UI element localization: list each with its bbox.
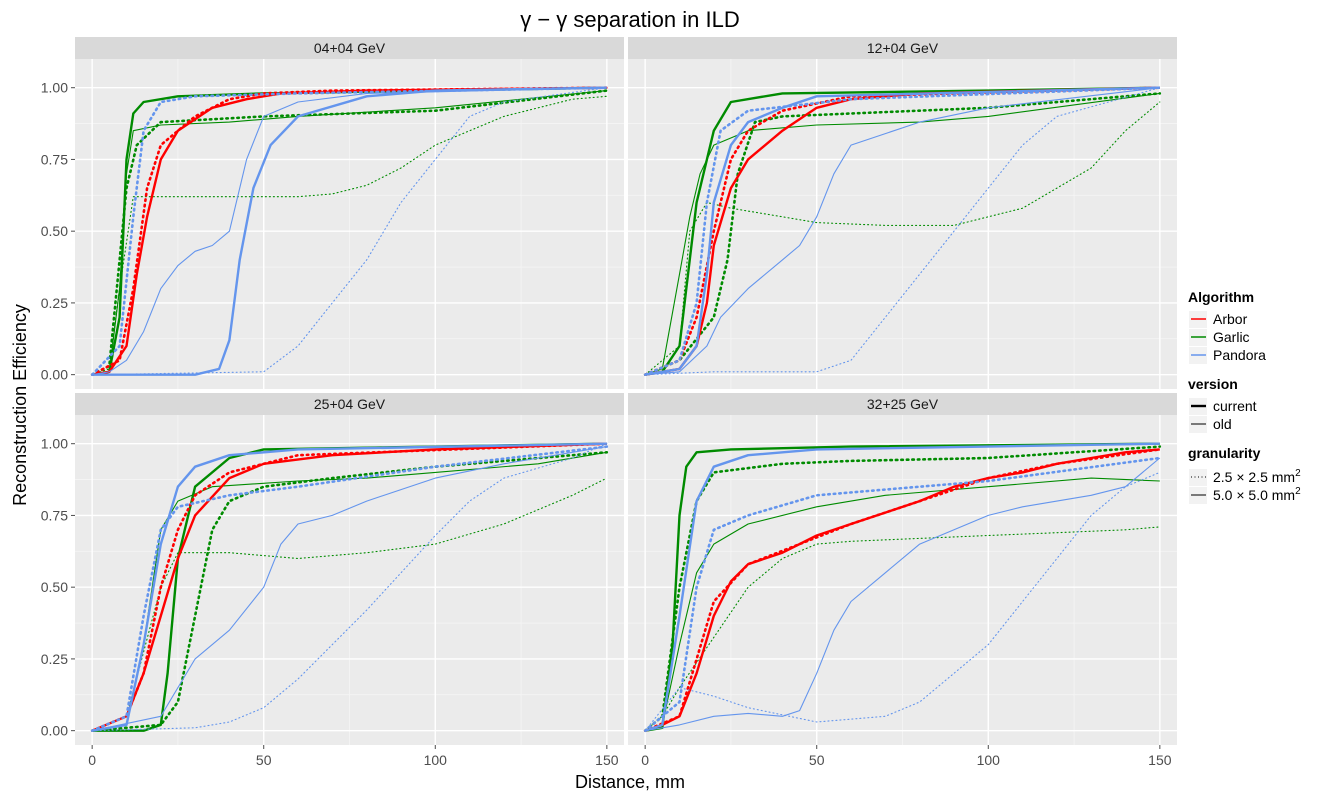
x-tick-label: 100	[424, 752, 448, 768]
series-garlic-old-25	[91, 95, 608, 376]
series-garlic-current-50	[644, 86, 1160, 376]
series-pandora-old-25	[91, 87, 608, 376]
series-garlic-current-25	[90, 89, 609, 376]
series-garlic-current-25	[90, 451, 609, 732]
panel-title: 25+04 GeV	[314, 396, 386, 412]
panel-title: 12+04 GeV	[867, 40, 939, 56]
x-tick-label: 50	[809, 752, 825, 768]
x-axis-title: Distance, mm	[575, 772, 685, 792]
series-pandora-current-50	[644, 442, 1160, 732]
panel-strip	[628, 37, 1177, 59]
y-tick-label: 1.00	[41, 436, 68, 452]
series-garlic-old-50	[645, 92, 1160, 376]
legend: Algorithm Arbor Garlic Pandora version curren…	[1188, 289, 1301, 504]
panel-1: 04+04 GeV 0.00 0.25 0.50 0.75 1.00	[41, 37, 624, 389]
legend-label-granularity-2: 5.0 × 5.0 mm2	[1213, 486, 1301, 503]
series-pandora-old-25	[644, 87, 1161, 376]
panel-3: 25+04 GeV 0.00 0.25 0.50 0.75 1.00 0 50 100 150	[41, 393, 624, 768]
panel-strip	[75, 393, 624, 415]
chart-title: γ − γ separation in ILD	[520, 7, 740, 32]
series-pandora-old-50	[92, 446, 607, 732]
y-tick-label: 0.25	[41, 651, 68, 667]
legend-title-version: version	[1188, 376, 1238, 392]
legend-label-current: current	[1213, 398, 1257, 414]
panel-2: 12+04 GeV	[628, 37, 1177, 389]
series-pandora-current-25	[90, 86, 609, 376]
legend-label-pandora: Pandora	[1213, 347, 1266, 363]
series-garlic-old-25	[644, 526, 1161, 732]
panel-strip	[628, 393, 1177, 415]
y-tick-label: 0.50	[41, 223, 68, 239]
series-arbor-current-25	[643, 448, 1162, 732]
x-tick-label: 150	[595, 752, 619, 768]
y-tick-label: 0.25	[41, 295, 68, 311]
legend-title-granularity: granularity	[1188, 445, 1261, 461]
series-pandora-current-50	[91, 442, 607, 732]
y-tick-label: 0.00	[41, 723, 68, 739]
legend-label-old: old	[1213, 416, 1232, 432]
series-arbor-current-25	[90, 86, 609, 376]
legend-label-granularity-1: 2.5 × 2.5 mm2	[1213, 468, 1301, 485]
y-tick-label: 1.00	[41, 80, 68, 96]
x-tick-label: 150	[1148, 752, 1172, 768]
panel-title: 32+25 GeV	[867, 396, 939, 412]
panels: 04+04 GeV 0.00 0.25 0.50 0.75 1.00 12+04 GeV 25…	[41, 37, 1177, 768]
legend-label-arbor: Arbor	[1213, 311, 1248, 327]
panel-4: 32+25 GeV 0 50 100 150	[628, 393, 1177, 768]
series-pandora-current-25	[90, 445, 609, 732]
y-tick-label: 0.75	[41, 151, 68, 167]
legend-title-algorithm: Algorithm	[1188, 289, 1254, 305]
y-axis-title: Reconstruction Efficiency	[10, 304, 30, 506]
series-pandora-old-50	[645, 87, 1160, 376]
legend-label-garlic: Garlic	[1213, 329, 1250, 345]
x-tick-label: 0	[641, 752, 649, 768]
x-tick-label: 0	[88, 752, 96, 768]
panel-strip	[75, 37, 624, 59]
series-garlic-old-50	[645, 477, 1160, 732]
y-tick-label: 0.00	[41, 367, 68, 383]
series-garlic-old-25	[91, 477, 608, 732]
series-pandora-old-50	[92, 87, 607, 376]
series-arbor-current-25	[90, 442, 609, 732]
series-pandora-current-50	[644, 86, 1160, 376]
series-garlic-current-25	[643, 445, 1162, 732]
series-pandora-old-50	[645, 457, 1161, 732]
series-pandora-current-25	[643, 86, 1162, 376]
series-pandora-current-25	[643, 456, 1162, 732]
series-pandora-old-25	[91, 443, 608, 732]
y-tick-label: 0.75	[41, 507, 68, 523]
x-tick-label: 100	[977, 752, 1001, 768]
x-tick-label: 50	[256, 752, 272, 768]
panel-title: 04+04 GeV	[314, 40, 386, 56]
y-tick-label: 0.50	[41, 579, 68, 595]
series-pandora-old-25	[644, 471, 1161, 732]
series-pandora-current-50	[92, 86, 607, 376]
